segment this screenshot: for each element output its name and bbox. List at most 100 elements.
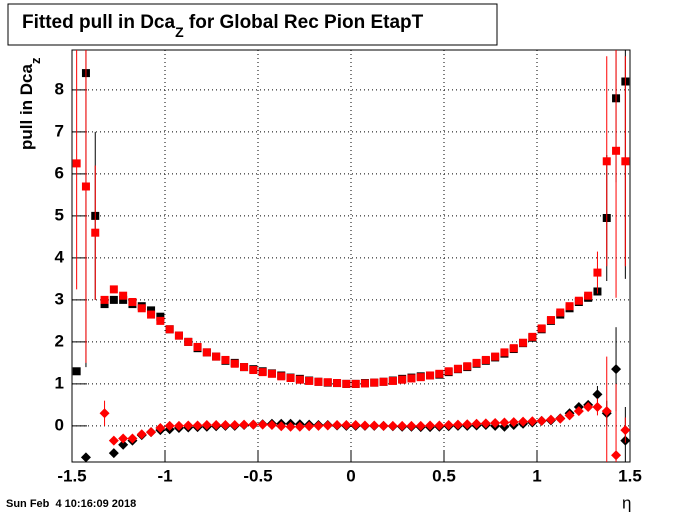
- x-tick-label: 1: [532, 466, 541, 485]
- x-tick-label: -1: [157, 466, 172, 485]
- marker-diamond: [313, 420, 324, 431]
- y-tick-label: 7: [55, 121, 64, 140]
- marker-diamond: [415, 420, 426, 431]
- marker-square: [472, 358, 481, 367]
- marker-square: [333, 379, 342, 388]
- marker-square: [72, 367, 81, 376]
- marker-square: [184, 337, 193, 346]
- marker-square: [584, 291, 593, 300]
- marker-square: [463, 362, 472, 371]
- y-tick-label: 6: [55, 163, 64, 182]
- marker-square: [314, 377, 323, 386]
- marker-square: [100, 300, 109, 309]
- marker-diamond: [452, 419, 463, 430]
- marker-square: [537, 324, 546, 333]
- marker-square: [193, 342, 202, 351]
- marker-diamond: [108, 435, 119, 446]
- marker-diamond: [108, 448, 119, 459]
- marker-diamond: [183, 420, 194, 431]
- marker-diamond: [369, 420, 380, 431]
- marker-square: [519, 338, 528, 347]
- marker-diamond: [118, 433, 129, 444]
- marker-square: [351, 379, 360, 388]
- marker-square: [267, 369, 276, 378]
- marker-square: [416, 373, 425, 382]
- marker-diamond: [536, 415, 547, 426]
- marker-diamond: [397, 420, 408, 431]
- marker-diamond: [127, 433, 138, 444]
- marker-square: [342, 379, 351, 388]
- marker-diamond: [276, 421, 287, 432]
- x-tick-label: 1.5: [618, 466, 642, 485]
- marker-diamond: [285, 421, 296, 432]
- marker-diamond: [583, 401, 594, 412]
- marker-square: [230, 359, 239, 368]
- marker-square: [500, 348, 509, 357]
- marker-diamond: [266, 420, 277, 431]
- marker-diamond: [304, 421, 315, 432]
- marker-square: [100, 295, 109, 304]
- timestamp: Sun Feb 4 10:16:09 2018: [6, 498, 136, 510]
- marker-diamond: [406, 420, 417, 431]
- marker-square: [109, 285, 118, 294]
- marker-diamond: [555, 413, 566, 424]
- marker-square: [398, 375, 407, 384]
- marker-square: [137, 304, 146, 313]
- marker-square: [379, 377, 388, 386]
- title-subscript: Z: [175, 24, 184, 40]
- marker-diamond: [118, 439, 129, 450]
- marker-square: [81, 182, 90, 191]
- marker-square: [128, 297, 137, 306]
- marker-square: [109, 295, 118, 304]
- marker-diamond: [239, 419, 250, 430]
- marker-diamond: [378, 420, 389, 431]
- marker-diamond: [192, 420, 203, 431]
- plot-frame: [71, 49, 631, 463]
- marker-square: [602, 157, 611, 166]
- y-label-subscript: z: [28, 57, 43, 64]
- marker-diamond: [592, 401, 603, 412]
- y-tick-label: 5: [55, 205, 64, 224]
- marker-diamond: [471, 418, 482, 429]
- marker-diamond: [229, 420, 240, 431]
- marker-square: [370, 378, 379, 387]
- marker-diamond: [341, 420, 352, 431]
- marker-square: [147, 306, 156, 315]
- marker-square: [221, 355, 230, 364]
- marker-diamond: [332, 420, 343, 431]
- marker-diamond: [499, 417, 510, 428]
- marker-square: [119, 291, 128, 300]
- x-axis-label: η: [622, 493, 631, 512]
- marker-square: [509, 344, 518, 353]
- marker-diamond: [518, 416, 529, 427]
- marker-square: [174, 331, 183, 340]
- y-tick-label: 2: [55, 331, 64, 350]
- y-axis-label: pull in Dcaz: [17, 57, 43, 150]
- marker-diamond: [434, 420, 445, 431]
- marker-square: [426, 371, 435, 380]
- marker-diamond: [620, 425, 631, 436]
- marker-square: [565, 302, 574, 311]
- marker-square: [249, 366, 258, 375]
- marker-diamond: [248, 419, 259, 430]
- marker-square: [435, 369, 444, 378]
- marker-diamond: [425, 420, 436, 431]
- marker-diamond: [592, 389, 603, 400]
- x-tick-label: -1.5: [57, 466, 86, 485]
- marker-diamond: [294, 421, 305, 432]
- x-tick-label: -0.5: [243, 466, 272, 485]
- title-main: Fitted pull in Dca: [22, 12, 175, 33]
- marker-diamond: [490, 417, 501, 428]
- marker-diamond: [155, 422, 166, 433]
- marker-square: [202, 348, 211, 357]
- y-tick-label: 3: [55, 289, 64, 308]
- y-tick-label: 1: [55, 373, 64, 392]
- marker-diamond: [564, 410, 575, 421]
- marker-diamond: [136, 429, 147, 440]
- marker-diamond: [611, 450, 622, 461]
- x-tick-label: 0.5: [432, 466, 456, 485]
- marker-square: [156, 316, 165, 325]
- marker-diamond: [480, 418, 491, 429]
